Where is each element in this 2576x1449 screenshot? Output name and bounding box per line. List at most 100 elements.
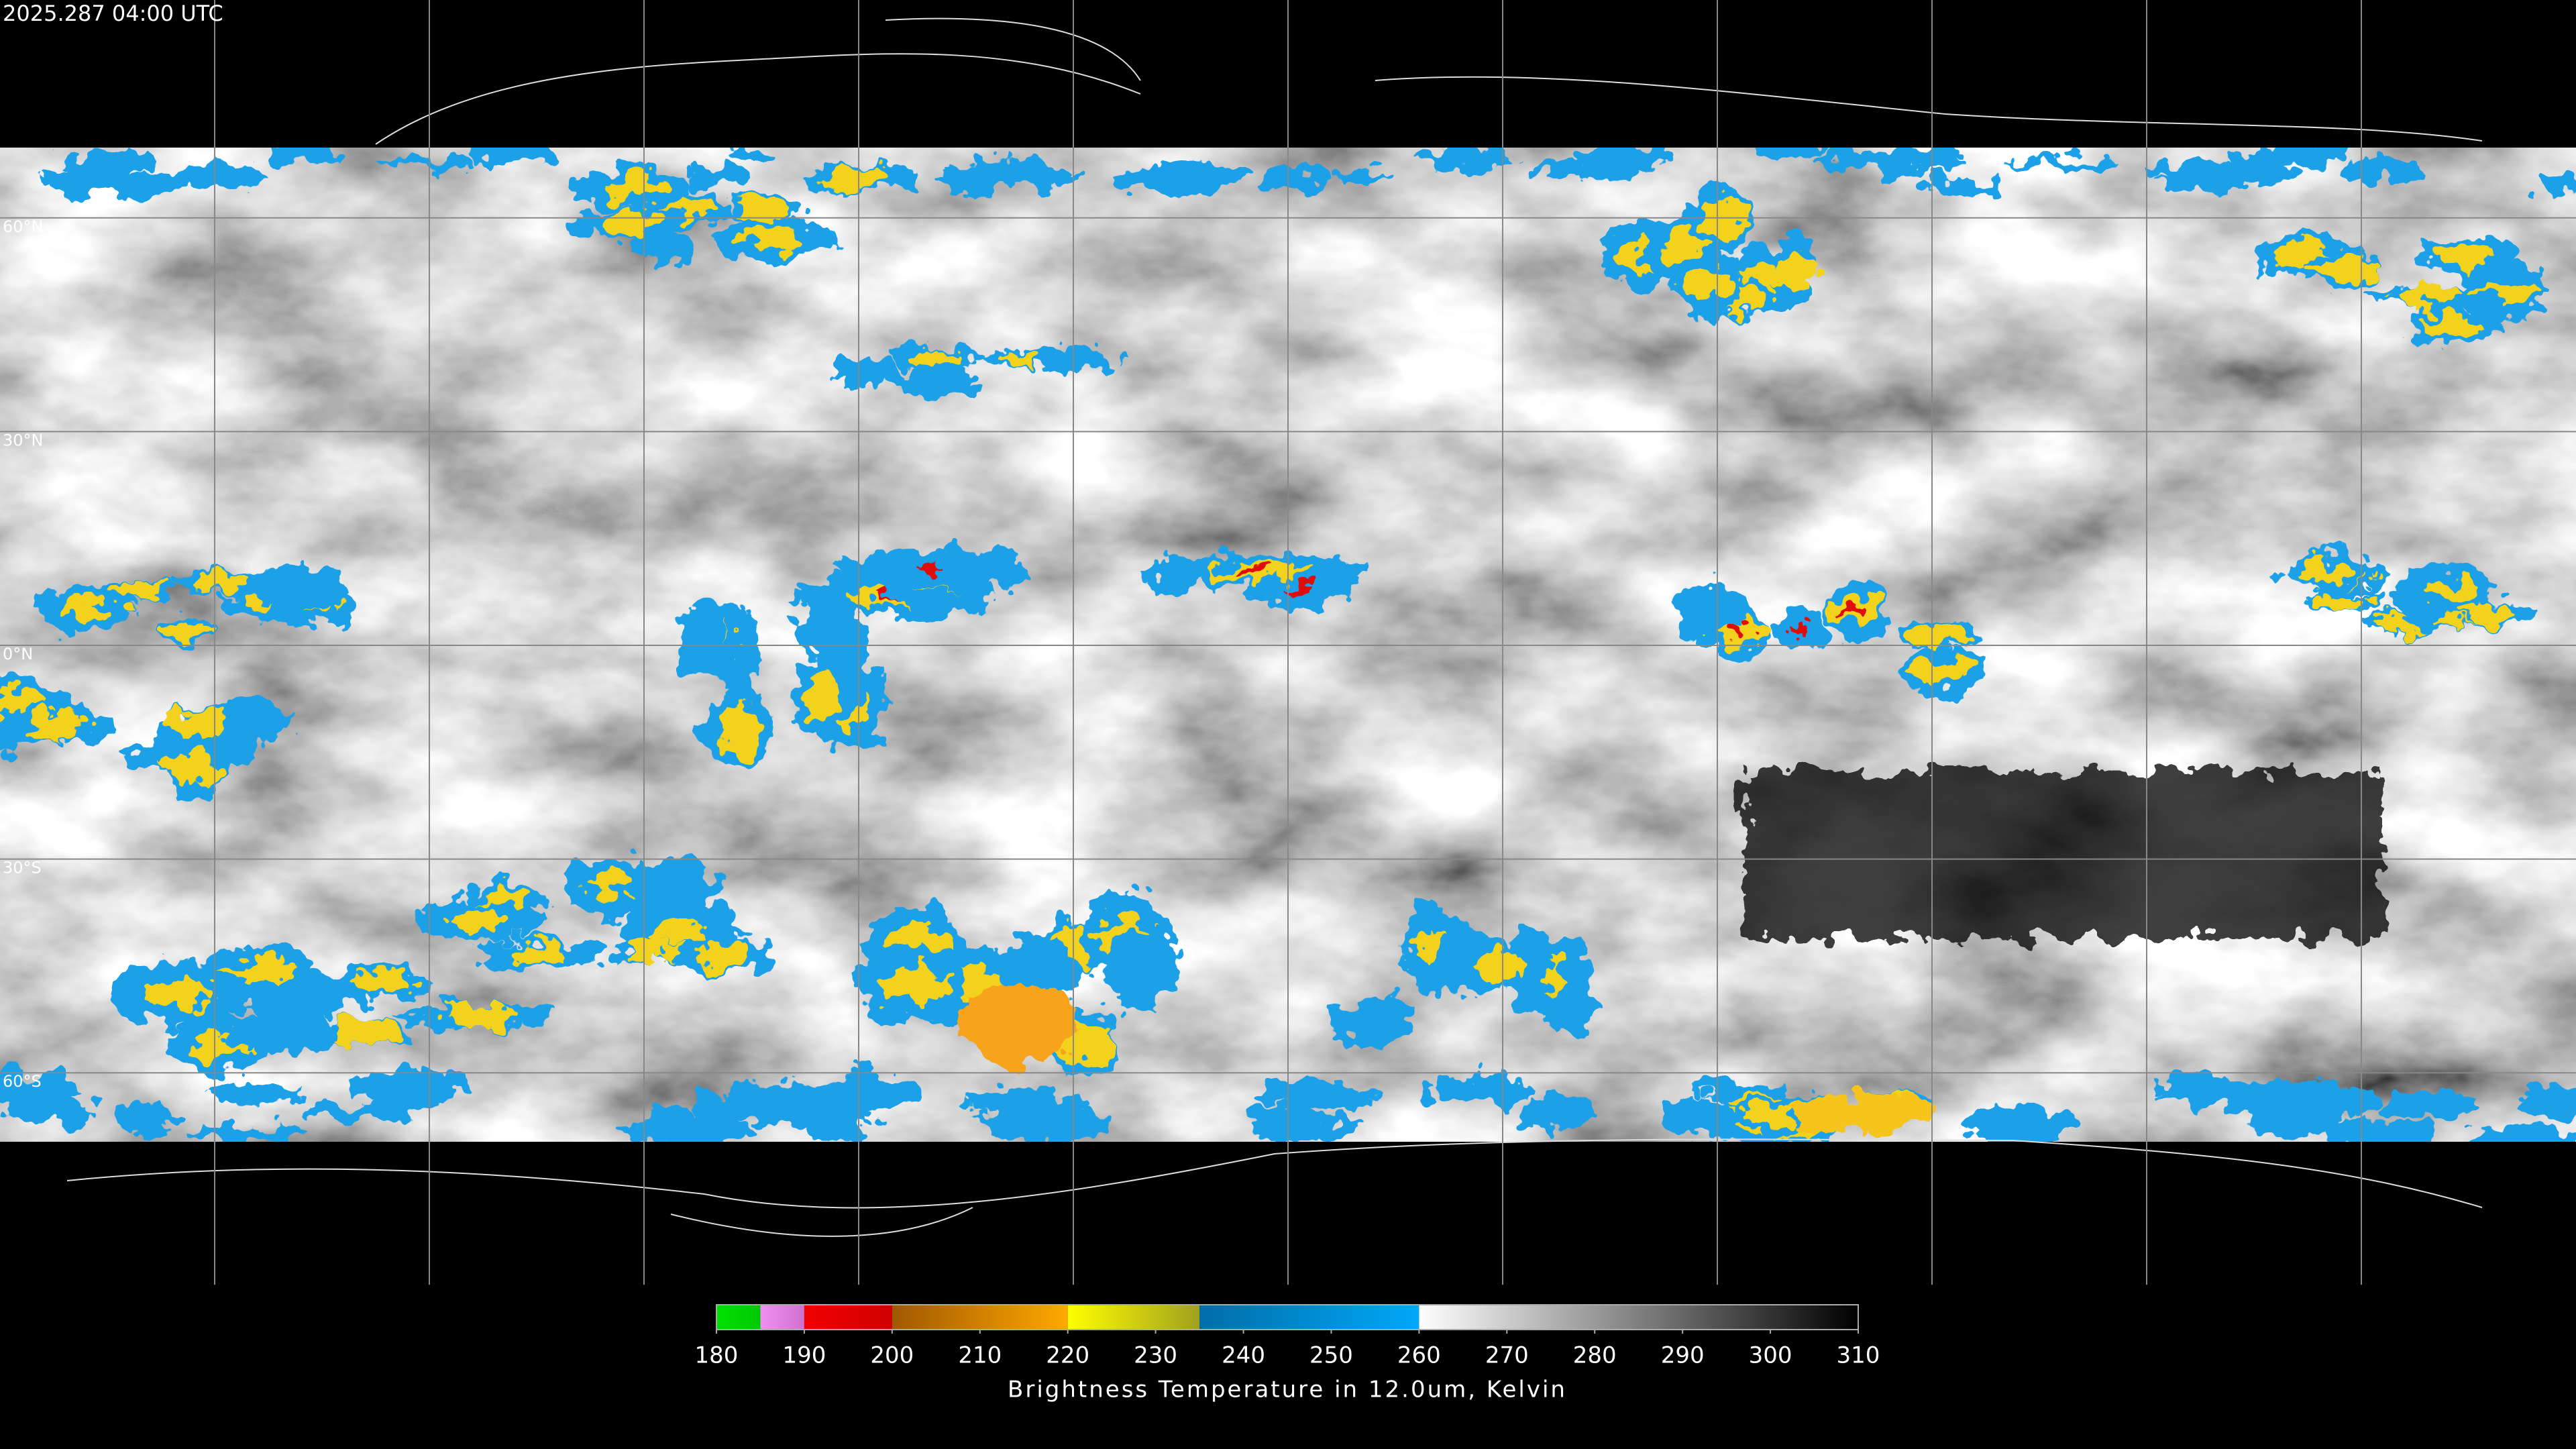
cloud-blob	[161, 753, 222, 783]
cloud-blob	[1741, 1108, 1795, 1124]
cloud-blob	[240, 975, 362, 1018]
cloud-blob	[1113, 162, 1237, 193]
cloud-blob	[1576, 161, 1642, 181]
cloud-blob	[300, 1102, 407, 1120]
colorbar-segment	[1419, 1305, 1858, 1330]
cloud-blob	[1668, 1097, 1730, 1134]
cloud-blob	[323, 1018, 396, 1045]
cloud-blob	[449, 906, 510, 933]
colorbar-tick-label: 210	[958, 1342, 1002, 1369]
cloud-blob	[1670, 584, 1753, 631]
cloud-blob	[1788, 625, 1809, 636]
cloud-blob	[647, 1104, 701, 1142]
cloud-blob	[1908, 659, 1969, 684]
timestamp: 2025.287 04:00 UTC	[3, 1, 223, 26]
cloud-blob	[733, 196, 794, 220]
coastline	[375, 17, 2483, 145]
cloud-blob	[0, 1095, 95, 1126]
cloud-blob	[723, 1084, 838, 1120]
cloud-blob	[115, 1099, 178, 1136]
colorbar-tick-label: 190	[782, 1342, 826, 1369]
cloud-blob	[1477, 948, 1525, 984]
cloud-blob	[680, 598, 733, 679]
colorbar-tick-label: 260	[1397, 1342, 1441, 1369]
colorbar-tick-label: 280	[1573, 1342, 1617, 1369]
colorbar-tick-label: 290	[1661, 1342, 1705, 1369]
latitude-label: 0°N	[3, 645, 33, 663]
colorbar-tick-label: 230	[1134, 1342, 1177, 1369]
cloud-blob	[160, 622, 215, 640]
cloud-blob	[602, 211, 663, 235]
latitude-label: 30°S	[3, 859, 42, 877]
australia-clear	[1744, 771, 2381, 939]
cloud-blob	[1855, 156, 1970, 176]
colorbar-tick-label: 250	[1309, 1342, 1353, 1369]
colorbar: 180 190 200 210 220 230 240 250 260 270 280 290 300 3…	[695, 1304, 1880, 1403]
cloud-blob	[2316, 591, 2369, 612]
colorbar-segment	[1067, 1305, 1200, 1330]
cloud-blob	[2267, 1080, 2377, 1116]
cloud-blob	[170, 707, 231, 737]
cloud-blob	[1283, 582, 1316, 591]
cloud-blob	[2339, 1125, 2417, 1142]
colorbar-tick-label: 300	[1749, 1342, 1792, 1369]
cloud-blob	[508, 941, 569, 967]
cloud-blob	[1917, 177, 1998, 195]
cloud-blob	[1623, 148, 1673, 160]
colorbar-tick-label: 240	[1222, 1342, 1265, 1369]
cloud-blob	[1534, 162, 1590, 176]
cloud-blob	[743, 227, 804, 251]
cloud-blob	[269, 148, 337, 163]
cloud-blob	[1259, 172, 1334, 189]
cloud-blob	[114, 583, 168, 602]
cloud-blob	[1238, 568, 1271, 576]
colorbar-tick-label: 200	[870, 1342, 914, 1369]
cloud-blob	[156, 164, 268, 190]
cloud-blob	[2378, 1089, 2477, 1120]
graticule	[0, 0, 2576, 1285]
cloud-blob	[2426, 242, 2500, 266]
cloud-blob	[467, 148, 556, 164]
cloud-blob	[2392, 284, 2465, 309]
cloud-blob	[1017, 172, 1087, 188]
colorbar-label: Brightness Temperature in 12.0um, Kelvin	[1008, 1377, 1567, 1403]
cloud-blob	[144, 980, 217, 1008]
cloud-blob	[58, 600, 112, 618]
cloud-blob	[352, 1069, 473, 1105]
cloud-blob	[1427, 1073, 1535, 1107]
coastline	[66, 1138, 2483, 1237]
cloud-blob	[1910, 621, 1971, 645]
cloud-blob	[1246, 1107, 1332, 1142]
cloud-blob	[918, 566, 951, 575]
cloud-blob	[602, 176, 663, 201]
cloud-blob	[1682, 268, 1731, 301]
colorbar-tick-label: 310	[1837, 1342, 1880, 1369]
cloud-blob	[231, 1010, 341, 1054]
cloud-blob	[722, 704, 759, 758]
cloud-blob	[908, 364, 973, 389]
cloud-blob	[1699, 200, 1748, 233]
colorbar-tick-label: 270	[1485, 1342, 1529, 1369]
cloud-blob	[1991, 1108, 2068, 1142]
latitude-label: 60°S	[3, 1072, 42, 1091]
cloud-blob	[186, 1123, 311, 1142]
cloud-blob	[2468, 1130, 2576, 1142]
cloud-blob	[195, 570, 248, 588]
cloud-blob	[829, 165, 890, 189]
cloud-blob	[830, 360, 904, 385]
cloud-blob	[1333, 996, 1419, 1046]
cloud-blob	[2418, 313, 2491, 337]
cloud-blob	[913, 350, 962, 366]
cloud-blob	[1729, 626, 1750, 637]
cloud-blob	[38, 166, 146, 186]
colorbar-tick-label: 180	[695, 1342, 739, 1369]
cloud-blob	[879, 963, 943, 1005]
cloud-blob	[1517, 1096, 1597, 1131]
cloud-blob	[803, 667, 840, 721]
cloud-blob	[630, 233, 696, 264]
colorbar-tick-label: 220	[1046, 1342, 1089, 1369]
colorbar-segment	[760, 1305, 804, 1330]
cloud-blob	[1751, 148, 1833, 160]
cloud-blob	[2008, 154, 2116, 167]
